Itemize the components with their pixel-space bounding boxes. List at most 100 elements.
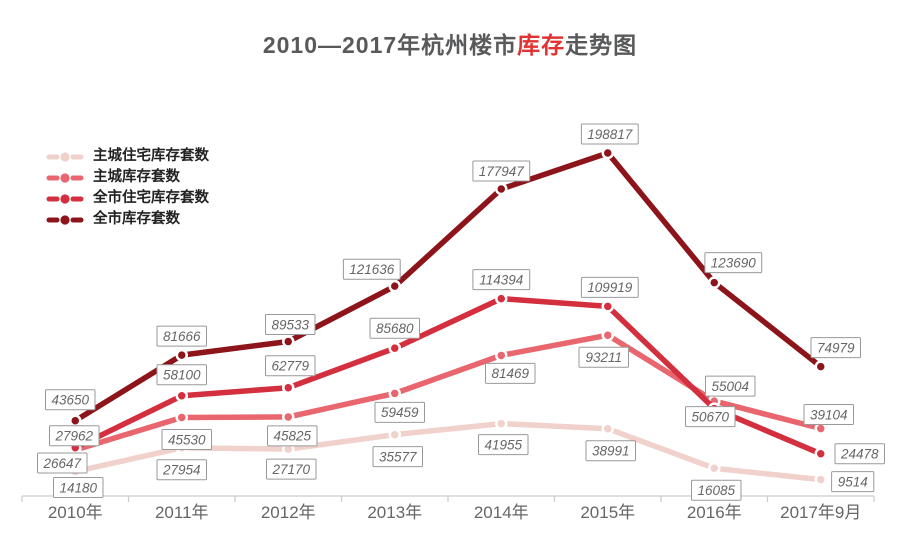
- data-point[interactable]: [388, 387, 401, 400]
- legend-label: 主城库存套数: [93, 169, 180, 186]
- legend-marker-icon: [46, 172, 84, 183]
- data-point[interactable]: [69, 414, 82, 427]
- x-axis-label: 2017年9月: [780, 503, 861, 522]
- data-label: 109919: [587, 280, 633, 295]
- data-label-box: [472, 160, 531, 182]
- data-label-box: [161, 429, 212, 450]
- series-line-3: [72, 150, 824, 424]
- data-label-box: [156, 325, 207, 347]
- data-label: 26647: [43, 456, 82, 471]
- data-label-box: [685, 406, 736, 428]
- data-label-box: [156, 459, 207, 481]
- data-label: 58100: [163, 368, 201, 383]
- legend-item-0[interactable]: 主城住宅库存套数: [46, 146, 209, 167]
- data-point[interactable]: [282, 335, 295, 348]
- data-point[interactable]: [175, 348, 188, 362]
- legend-marker-icon: [46, 214, 84, 225]
- data-label: 59459: [381, 405, 419, 420]
- data-label-box: [342, 258, 401, 280]
- legend-item-2[interactable]: 全市住宅库存套数: [46, 188, 209, 209]
- data-point[interactable]: [175, 411, 188, 424]
- data-point[interactable]: [282, 381, 295, 394]
- data-point[interactable]: [708, 276, 721, 289]
- legend-item-1[interactable]: 主城库存套数: [46, 167, 209, 188]
- data-label-box: [704, 252, 763, 274]
- data-label: 45825: [274, 429, 312, 444]
- data-label-box: [369, 317, 420, 339]
- data-point[interactable]: [388, 341, 401, 355]
- data-label-box: [691, 479, 742, 501]
- data-label: 27954: [162, 463, 201, 478]
- x-axis-label: 2014年: [474, 503, 529, 522]
- data-point[interactable]: [175, 389, 188, 403]
- data-label-box: [478, 434, 529, 456]
- data-point[interactable]: [708, 462, 721, 475]
- data-point[interactable]: [388, 428, 401, 441]
- data-label-box: [45, 389, 96, 411]
- data-label-box: [585, 440, 636, 462]
- x-axis-label: 2011年: [155, 503, 209, 522]
- data-label: 55004: [712, 379, 750, 394]
- x-axis-label: 2016年: [687, 503, 742, 522]
- data-label: 123690: [711, 255, 757, 270]
- data-label-box: [580, 123, 639, 145]
- data-label-box: [580, 276, 639, 298]
- data-label-box: [472, 269, 531, 291]
- data-label: 41955: [485, 437, 523, 452]
- data-label: 43650: [52, 393, 90, 408]
- data-label: 27170: [272, 462, 311, 477]
- data-point[interactable]: [495, 292, 508, 305]
- chart-legend: 主城住宅库存套数主城库存套数全市住宅库存套数 全市库存套数: [46, 146, 209, 230]
- title-highlight: 库存: [517, 32, 566, 58]
- data-point[interactable]: [495, 349, 508, 362]
- title-prefix: 2010—2017年杭州楼市: [262, 32, 518, 58]
- data-label-box: [156, 364, 207, 386]
- data-label: 38991: [592, 444, 630, 459]
- data-point[interactable]: [814, 422, 827, 435]
- data-label: 14180: [60, 480, 98, 495]
- legend-label: 全市住宅库存套数: [93, 190, 209, 207]
- data-label-box: [705, 375, 756, 397]
- data-point[interactable]: [814, 473, 827, 486]
- data-label-box: [53, 477, 104, 498]
- legend-marker-icon: [46, 151, 84, 162]
- data-point[interactable]: [495, 182, 508, 196]
- data-label: 81469: [492, 366, 530, 381]
- data-label: 27962: [55, 429, 94, 444]
- data-label: 89533: [272, 317, 310, 332]
- data-point[interactable]: [601, 146, 614, 160]
- chart-title: 2010—2017年杭州楼市库存走势图: [0, 26, 900, 60]
- data-point[interactable]: [601, 422, 614, 435]
- data-label-box: [834, 443, 885, 465]
- x-axis-label: 2015年: [580, 503, 635, 522]
- data-label: 16085: [698, 483, 736, 498]
- data-label: 74979: [817, 340, 855, 355]
- x-axis-label: 2012年: [261, 503, 316, 522]
- data-label-box: [49, 425, 100, 447]
- data-label-box: [265, 355, 316, 377]
- legend-item-3[interactable]: 全市库存套数: [46, 209, 209, 230]
- data-label: 114394: [479, 272, 523, 287]
- data-label-box: [266, 458, 317, 480]
- data-label-box: [803, 404, 854, 425]
- data-label: 85680: [376, 321, 414, 336]
- data-point[interactable]: [814, 360, 827, 373]
- data-label-box: [372, 446, 423, 468]
- data-point[interactable]: [495, 417, 508, 430]
- data-label: 93211: [586, 350, 623, 365]
- data-label-box: [831, 471, 875, 493]
- data-point[interactable]: [601, 328, 614, 342]
- data-point[interactable]: [282, 410, 295, 424]
- data-point[interactable]: [814, 447, 827, 461]
- data-label-box: [485, 362, 536, 384]
- data-label: 39104: [810, 407, 848, 422]
- data-point[interactable]: [601, 300, 614, 313]
- legend-label: 全市库存套数: [93, 211, 180, 228]
- x-axis-label: 2013年: [367, 503, 422, 522]
- data-point[interactable]: [388, 279, 401, 293]
- data-label: 198817: [587, 127, 633, 142]
- data-label: 62779: [272, 359, 310, 374]
- data-label-box: [810, 337, 861, 359]
